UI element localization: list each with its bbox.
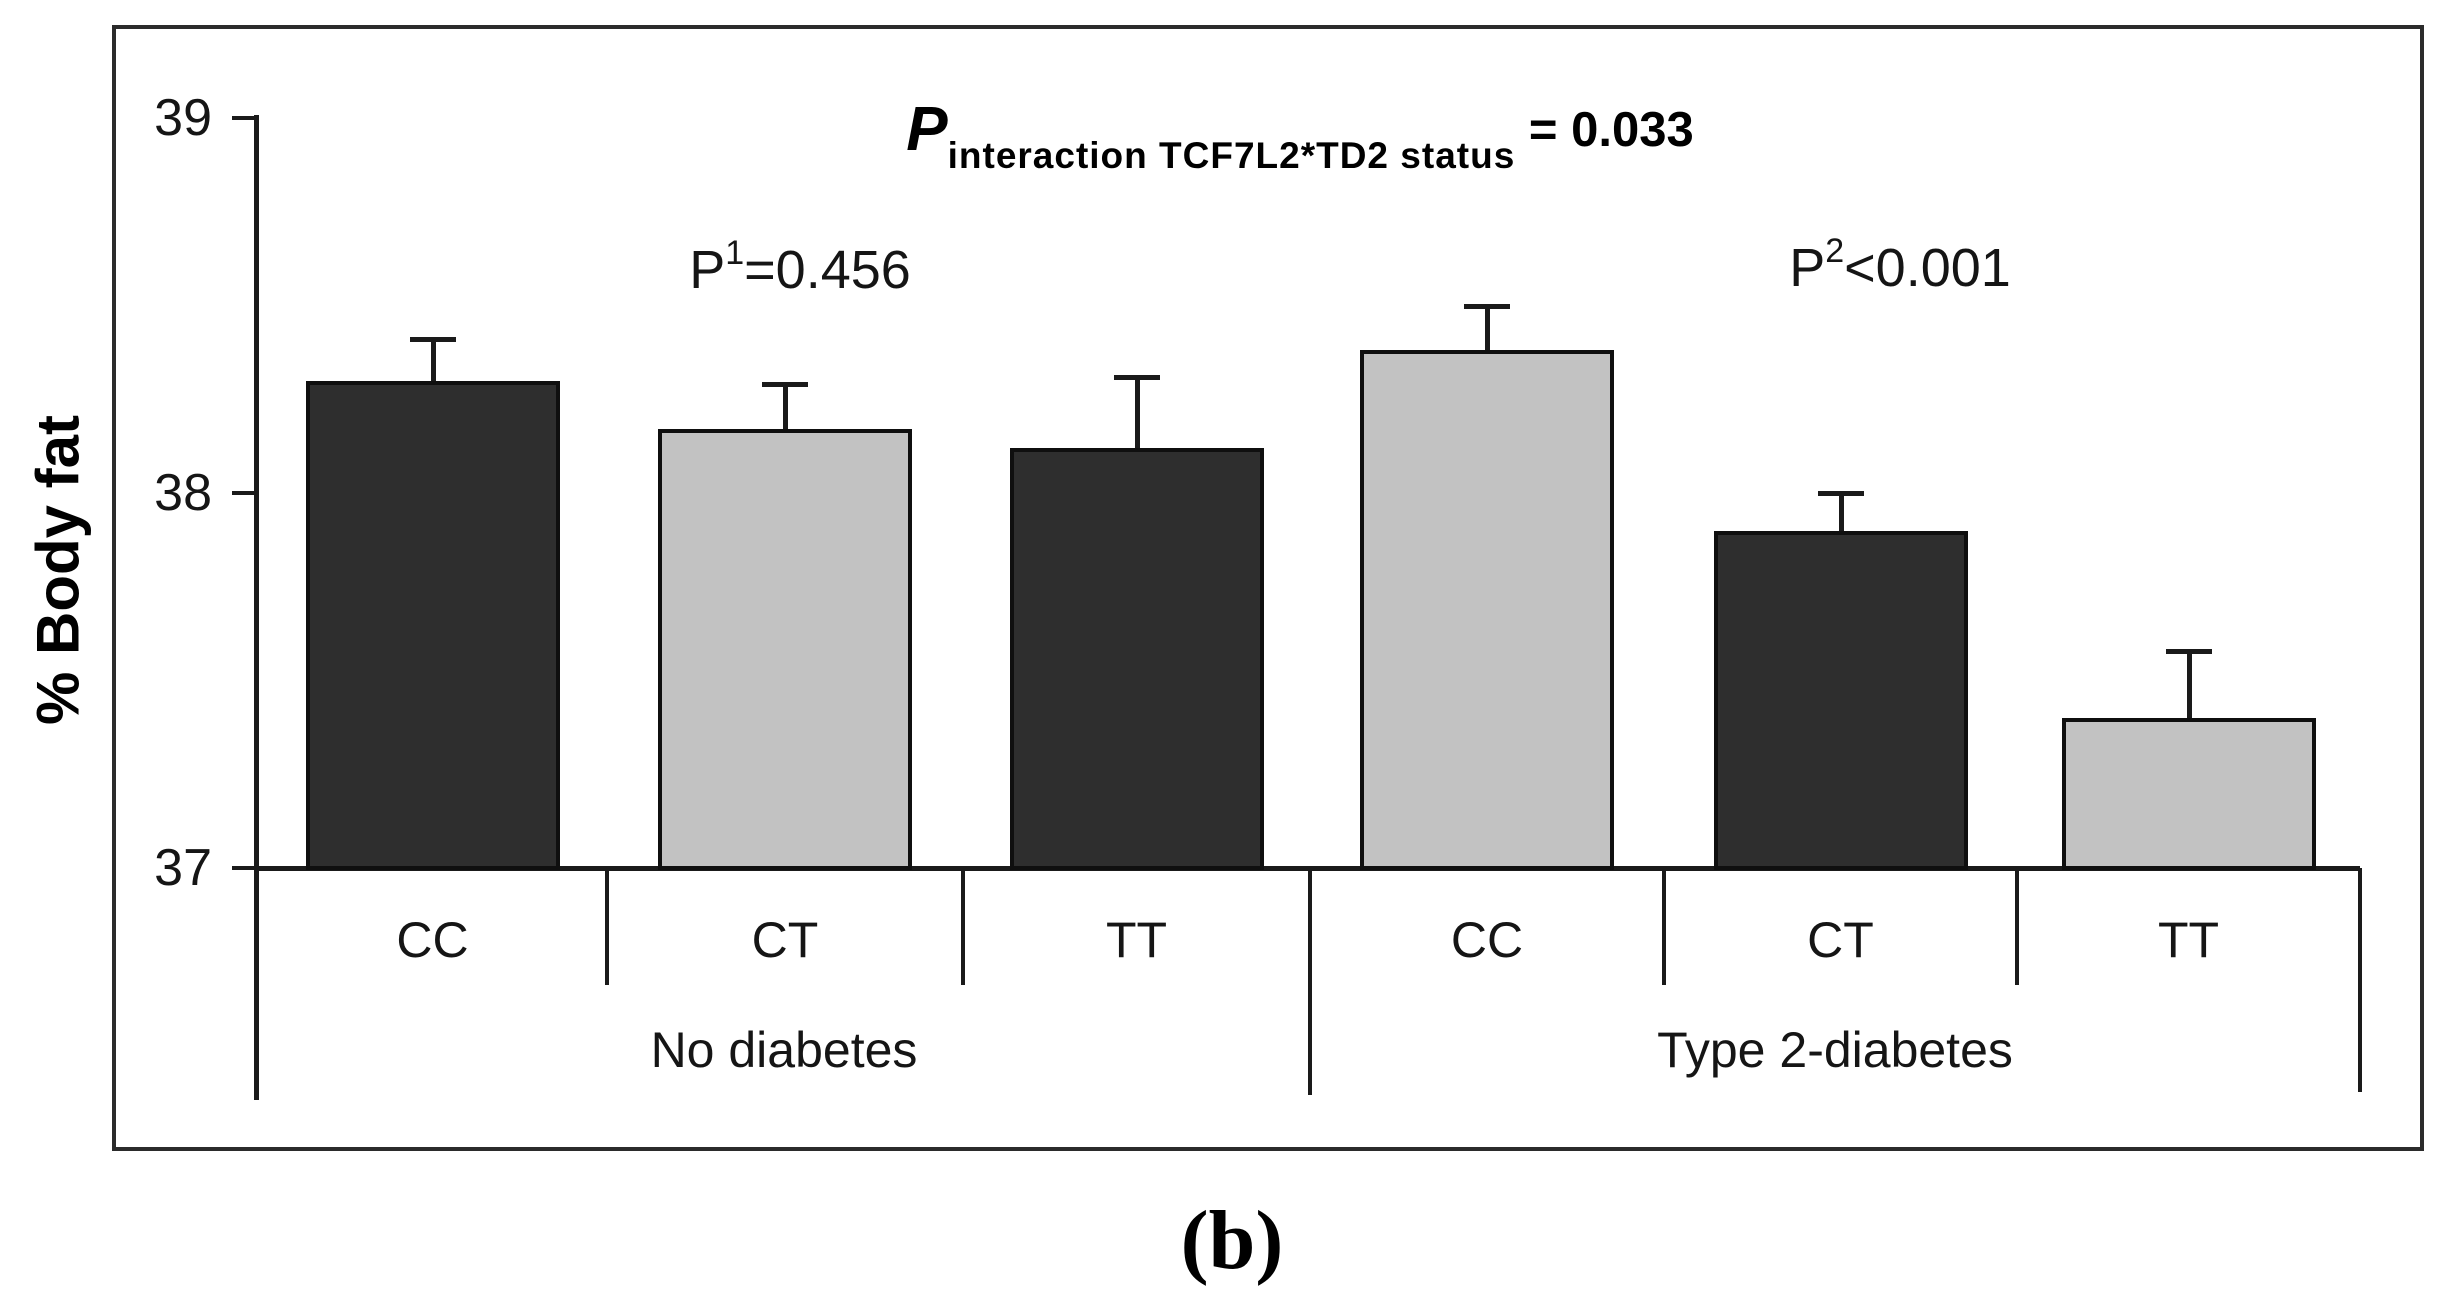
y-axis-line — [254, 115, 259, 1100]
y-tick — [232, 491, 254, 495]
category-separator — [1662, 868, 1666, 985]
category-label: CT — [1807, 912, 1874, 968]
bar-type-2-diabetes-ct — [1714, 531, 1968, 870]
title-subscript: interaction TCF7L2*TD2 status — [947, 135, 1516, 176]
category-separator — [605, 868, 609, 985]
panel-label: (b) — [1180, 1194, 1284, 1287]
y-tick — [232, 866, 254, 870]
error-bar-stem — [1135, 377, 1140, 450]
error-bar-stem — [431, 339, 436, 383]
group-label: No diabetes — [650, 1022, 918, 1078]
chart-title: Pinteraction TCF7L2*TD2 status = 0.033 — [906, 94, 1693, 177]
p-annotation-2: P2<0.001 — [1789, 232, 2011, 298]
bar-type-2-diabetes-cc — [1360, 350, 1614, 870]
group-separator — [1308, 868, 1312, 1095]
bar-no-diabetes-cc — [306, 381, 560, 870]
bar-no-diabetes-ct — [658, 429, 912, 870]
category-separator — [961, 868, 965, 985]
plot-right-edge — [2358, 868, 2362, 1092]
group-label: Type 2-diabetes — [1657, 1022, 2013, 1078]
bar-type-2-diabetes-tt — [2062, 718, 2316, 870]
error-bar-cap — [1464, 304, 1510, 309]
error-bar-cap — [762, 382, 808, 387]
category-label: CT — [751, 912, 819, 968]
title-result: = 0.033 — [1515, 103, 1694, 157]
category-label: TT — [2157, 912, 2220, 968]
error-bar-stem — [783, 384, 788, 431]
category-label: TT — [1105, 912, 1168, 968]
error-bar-cap — [1114, 375, 1160, 380]
y-tick-label: 37 — [154, 839, 212, 897]
error-bar-cap — [2166, 649, 2212, 654]
error-bar-cap — [1818, 491, 1864, 496]
p-annotation-1: P1=0.456 — [689, 234, 911, 300]
category-label: CC — [1450, 912, 1524, 968]
error-bar-stem — [2187, 651, 2192, 720]
x-axis-line — [254, 866, 2360, 871]
superscript-2: 2 — [1825, 232, 1845, 270]
error-bar-stem — [1485, 306, 1490, 352]
y-axis-title: % Body fat — [24, 414, 92, 726]
y-tick-label: 38 — [154, 464, 212, 522]
category-separator — [2015, 868, 2019, 985]
superscript-1: 1 — [725, 234, 745, 272]
y-tick — [232, 116, 254, 120]
y-tick-label: 39 — [154, 89, 212, 147]
title-p-symbol: P — [906, 95, 948, 164]
error-bar-stem — [1839, 493, 1844, 533]
error-bar-cap — [410, 337, 456, 342]
category-label: CC — [396, 912, 469, 968]
bar-no-diabetes-tt — [1010, 448, 1264, 870]
